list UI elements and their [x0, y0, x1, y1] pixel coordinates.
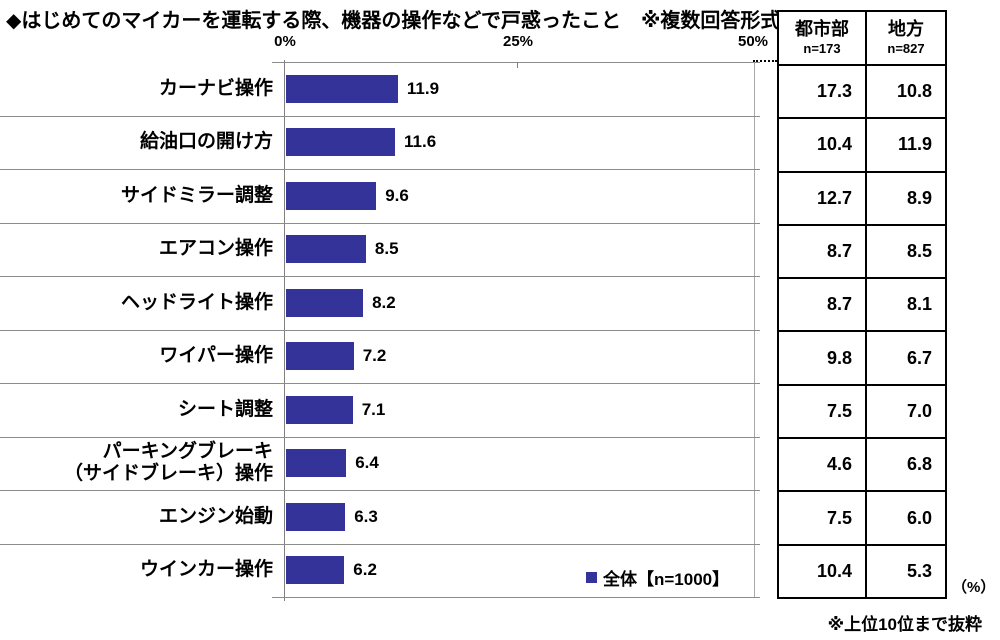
bar-value-label: 6.4: [355, 453, 379, 473]
row-separator-line: [0, 115, 760, 117]
category-label: サイドミラー調整: [120, 184, 273, 206]
row-separator-line: [0, 329, 760, 331]
category-label: エアコン操作: [158, 238, 273, 260]
table-header-rural-title: 地方: [888, 19, 924, 40]
category-label: ウインカー操作: [139, 559, 273, 581]
bar: [286, 449, 347, 478]
bar-value-label: 8.2: [372, 292, 396, 312]
comparison-table: 都市部 n=173 地方 n=827 17.3 10.8 10.4 11.9 12.7 8…: [777, 10, 947, 599]
chart-title: ◆はじめてのマイカーを運転する際、機器の操作などで戸惑ったこと ※複数回答形式: [6, 10, 781, 32]
bar-value-label: 6.3: [354, 506, 378, 526]
table-header-urban-title: 都市部: [795, 19, 849, 40]
table-cell: 6.7: [865, 330, 945, 384]
bar-value-label: 9.6: [385, 185, 409, 205]
footnote: ※上位10位まで抜粋: [827, 615, 982, 634]
table-cell: 8.9: [865, 170, 945, 224]
table-header-rural-n: n=827: [887, 41, 925, 56]
legend-swatch-icon: [586, 572, 597, 583]
table-cell: 10.8: [865, 64, 945, 118]
chart-row: エンジン始動 6.3: [0, 490, 760, 544]
unit-label: （%）: [952, 579, 996, 596]
category-label: 給油口の開け方: [139, 131, 273, 153]
category-label: シート調整: [177, 398, 273, 420]
category-label: カーナビ操作: [158, 77, 273, 99]
legend: 全体【n=1000】: [586, 565, 729, 590]
bar: [286, 502, 346, 531]
category-label: ヘッドライト操作: [120, 291, 273, 313]
x-axis-tick-mark-25: [517, 62, 518, 68]
row-separator-line: [0, 169, 760, 170]
table-cell: 8.5: [865, 223, 945, 278]
chart-row: ウインカー操作 6.2: [0, 544, 760, 598]
chart-row: カーナビ操作 11.9: [0, 62, 760, 116]
table-cell: 8.7: [779, 277, 865, 330]
chart-row: エアコン操作 8.5: [0, 223, 760, 277]
bar: [286, 235, 366, 264]
bar: [286, 74, 398, 103]
bar-value-label: 11.6: [404, 132, 437, 152]
bar: [286, 181, 377, 210]
x-axis-tick-25: 25%: [502, 33, 534, 50]
table-cell: 7.5: [779, 383, 865, 437]
row-separator-line: [0, 383, 760, 384]
bar-value-label: 11.9: [406, 78, 440, 98]
row-separator-line: [0, 543, 760, 545]
bar: [286, 342, 354, 371]
table-cell: 8.7: [779, 223, 865, 277]
table-header-urban-n: n=173: [803, 41, 841, 56]
chart-row: シート調整 7.1: [0, 383, 760, 437]
row-separator-line: [0, 222, 760, 224]
category-axis-line: [284, 60, 285, 601]
chart-row: ワイパー操作 7.2: [0, 330, 760, 384]
chart-row: 給油口の開け方 11.6: [0, 116, 760, 170]
dotted-connector-line: [753, 60, 777, 62]
table-cell: 8.1: [865, 277, 945, 331]
bar: [286, 288, 364, 317]
bar-value-label: 7.2: [362, 346, 387, 366]
table-cell: 7.5: [779, 490, 865, 543]
plot-bottom-border: [272, 597, 760, 598]
plot-top-border: [272, 62, 760, 63]
legend-label: 全体【n=1000】: [603, 570, 730, 589]
table-cell: 5.3: [865, 543, 945, 597]
table-cell: 9.8: [779, 330, 865, 383]
table-cell: 17.3: [779, 64, 865, 117]
bar-value-label: 6.2: [353, 560, 377, 580]
bar: [286, 128, 395, 157]
table-cell: 6.0: [865, 490, 945, 544]
row-separator-line: [0, 276, 760, 277]
category-label: パーキングブレーキ （サイドブレーキ）操作: [63, 440, 273, 485]
category-label: ワイパー操作: [159, 345, 273, 367]
table-cell: 10.4: [779, 543, 865, 597]
table-cell: 4.6: [779, 437, 865, 490]
row-separator-line: [0, 490, 760, 491]
chart-row: ヘッドライト操作 8.2: [0, 276, 760, 330]
table-cell: 12.7: [779, 170, 865, 224]
chart-row: パーキングブレーキ （サイドブレーキ）操作 6.4: [0, 437, 760, 491]
bar: [286, 556, 345, 585]
table-cell: 11.9: [865, 117, 945, 171]
row-separator-line: [0, 436, 760, 438]
table-cell: 7.0: [865, 383, 945, 438]
chart-row: サイドミラー調整 9.6: [0, 169, 760, 223]
chart-rows: カーナビ操作 11.9 給油口の開け方 11.6 サイドミラー調整 9.6 エアコン操作 8.…: [0, 62, 760, 597]
x-axis-tick-50: 50%: [737, 33, 769, 50]
bar-value-label: 7.1: [361, 399, 386, 419]
table-header-urban: 都市部 n=173: [779, 12, 865, 64]
x-axis-tick-0: 0%: [274, 33, 296, 50]
table-header-rural: 地方 n=827: [865, 12, 945, 64]
bar-value-label: 8.5: [374, 239, 399, 259]
bar: [286, 395, 353, 424]
category-label: エンジン始動: [158, 505, 273, 527]
table-cell: 6.8: [865, 437, 945, 491]
table-cell: 10.4: [779, 117, 865, 170]
